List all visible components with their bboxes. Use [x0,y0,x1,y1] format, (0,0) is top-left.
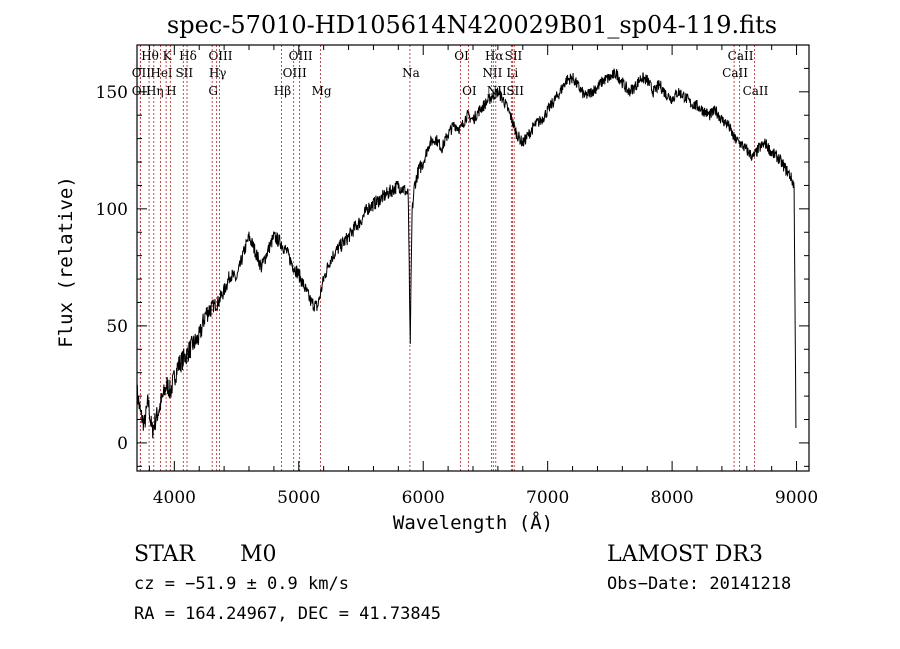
line-marker-label-18: OI [462,84,477,98]
line-marker-label-20: NII [482,66,502,80]
x-tick-label-2: 6000 [402,488,445,508]
survey-name: LAMOST DR3 [607,542,763,567]
x-tick-label-3: 7000 [526,488,569,508]
radial-velocity: cz = −51.9 ± 0.9 km/s [134,574,349,594]
line-marker-label-15: Mg [312,84,332,98]
plot-frame [136,44,810,472]
line-marker-label-16: Na [402,66,420,80]
y-tick-label-0: 0 [117,434,128,454]
line-marker-label-0: Hθ [141,49,159,63]
line-marker-label-11: G [208,84,218,98]
line-marker-label-25: CaII [728,49,754,63]
x-tick-label-4: 8000 [650,488,693,508]
line-marker-label-14: Hβ [274,84,291,98]
line-marker-label-27: CaII [743,84,769,98]
sky-coordinates: RA = 164.24967, DEC = 41.73845 [134,604,441,624]
observation-date: Obs−Date: 20141218 [607,574,791,594]
object-subclass: M0 [240,542,277,567]
x-tick-label-1: 5000 [277,488,320,508]
line-marker-label-19: Hα [485,49,504,63]
line-marker-label-22: SII [505,49,523,63]
line-marker-label-9: OIII [208,49,232,63]
line-marker-label-7: Hδ [179,49,197,63]
line-marker-label-13: OIII [283,66,307,80]
line-marker-label-8: SII [175,66,193,80]
line-marker-label-23: Li [506,66,518,80]
spectrum-line-0 [136,67,797,439]
line-marker-label-4: K [163,49,173,63]
y-tick-label-3: 150 [96,83,128,103]
y-tick-label-1: 50 [106,317,128,337]
line-marker-label-26: CaII [722,66,748,80]
line-marker-label-3: Hη [146,84,164,98]
object-class: STAR [134,542,196,567]
chart-title: spec-57010-HD105614N420029B01_sp04-119.f… [167,11,777,39]
y-axis-label: Flux (relative) [55,176,77,348]
x-axis-label: Wavelength (Å) [393,511,553,534]
line-marker-label-5: HeI [150,66,173,80]
line-marker-label-10: Hγ [209,66,227,80]
line-marker-label-24: SII [506,84,524,98]
axis-ticks: 4000 5000 6000 7000 8000 9000 0 50 100 150 [96,45,818,508]
line-marker-label-6: H [166,84,176,98]
x-tick-label-0: 4000 [153,488,196,508]
line-marker-label-17: OI [454,49,469,63]
line-marker-label-12: OIII [289,49,313,63]
y-tick-label-2: 100 [96,200,128,220]
spectrum-series [136,67,797,439]
x-tick-label-5: 9000 [775,488,818,508]
